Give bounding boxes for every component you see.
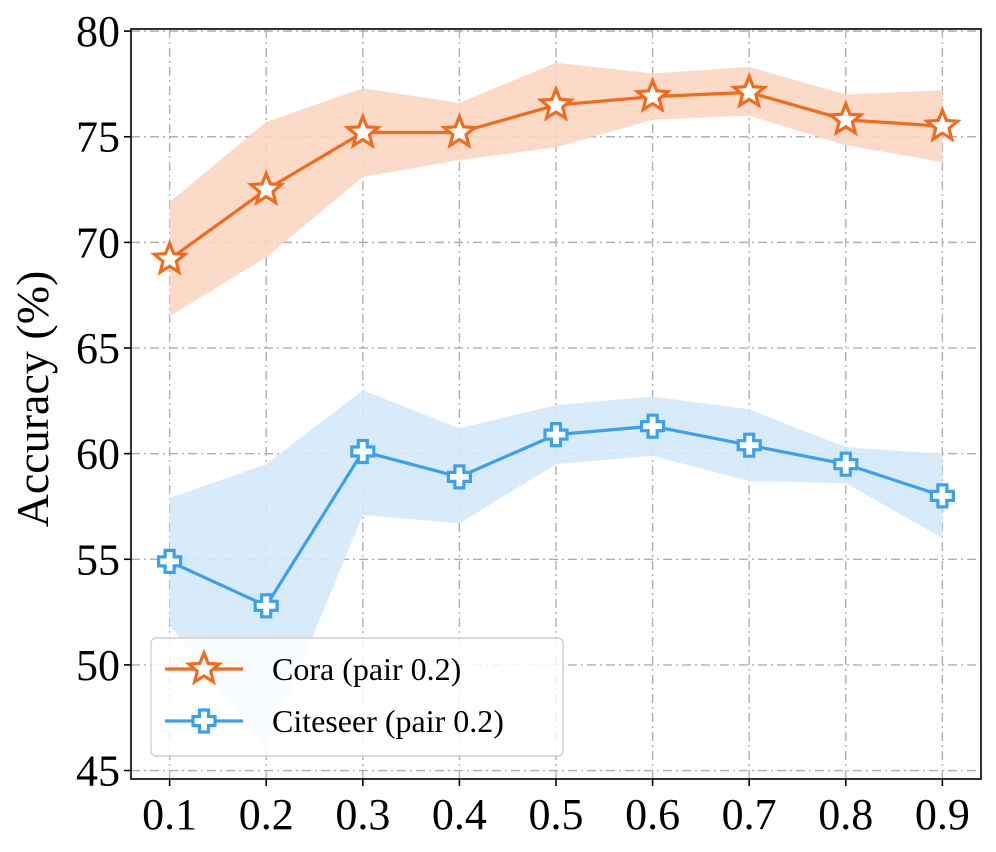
citeseer-point <box>639 413 666 439</box>
legend-citeseer-marker <box>191 708 217 734</box>
cora-point <box>440 112 479 150</box>
cora-point <box>826 99 866 137</box>
cora-point <box>343 112 383 150</box>
x-tick-label: 0.8 <box>818 790 873 839</box>
y-tick-label: 60 <box>76 430 120 479</box>
series-markers <box>150 72 962 619</box>
citeseer-point <box>929 483 956 509</box>
y-tick-label: 45 <box>76 747 120 796</box>
citeseer-point <box>543 422 569 448</box>
x-tick-label: 0.6 <box>625 790 680 839</box>
y-tick-label: 80 <box>76 7 120 56</box>
citeseer-point <box>833 451 859 477</box>
x-tick-label: 0.2 <box>239 790 294 839</box>
legend-box <box>150 637 564 757</box>
legend-citeseer-label: Citeseer (pair 0.2) <box>272 703 504 739</box>
cora-point <box>150 239 190 276</box>
y-tick-label: 55 <box>76 535 120 584</box>
citeseer-point <box>736 432 762 458</box>
x-tick-label: 0.3 <box>335 790 390 839</box>
cora-point <box>633 76 672 114</box>
cora-point <box>729 72 769 109</box>
x-tick-label: 0.1 <box>142 790 197 839</box>
x-tick-label: 0.7 <box>722 790 777 839</box>
cora-point <box>246 169 286 206</box>
citeseer-point <box>350 438 376 465</box>
legend: Cora (pair 0.2) Citeseer (pair 0.2) <box>150 637 564 757</box>
axis-ticks: 0.1 0.2 0.3 0.4 0.5 0.6 0.7 0.8 0.9 45 50 55 60 65 70 7… <box>76 7 970 839</box>
y-tick-label: 50 <box>76 641 120 690</box>
citeseer-point <box>157 548 183 575</box>
cora-point <box>536 84 576 122</box>
cora-point <box>922 105 962 143</box>
citeseer-point <box>253 593 279 619</box>
x-tick-label: 0.4 <box>432 790 487 839</box>
citeseer-band <box>169 390 943 750</box>
y-tick-label: 65 <box>76 324 120 373</box>
x-tick-label: 0.5 <box>529 790 584 839</box>
legend-cora-label: Cora (pair 0.2) <box>272 651 461 687</box>
legend-cora-marker <box>184 648 224 686</box>
x-tick-label: 0.9 <box>915 790 970 839</box>
y-tick-label: 70 <box>76 218 120 267</box>
y-tick-label: 75 <box>76 113 120 162</box>
y-axis-label: Accuracy (%) <box>7 271 58 528</box>
citeseer-point <box>446 464 472 490</box>
